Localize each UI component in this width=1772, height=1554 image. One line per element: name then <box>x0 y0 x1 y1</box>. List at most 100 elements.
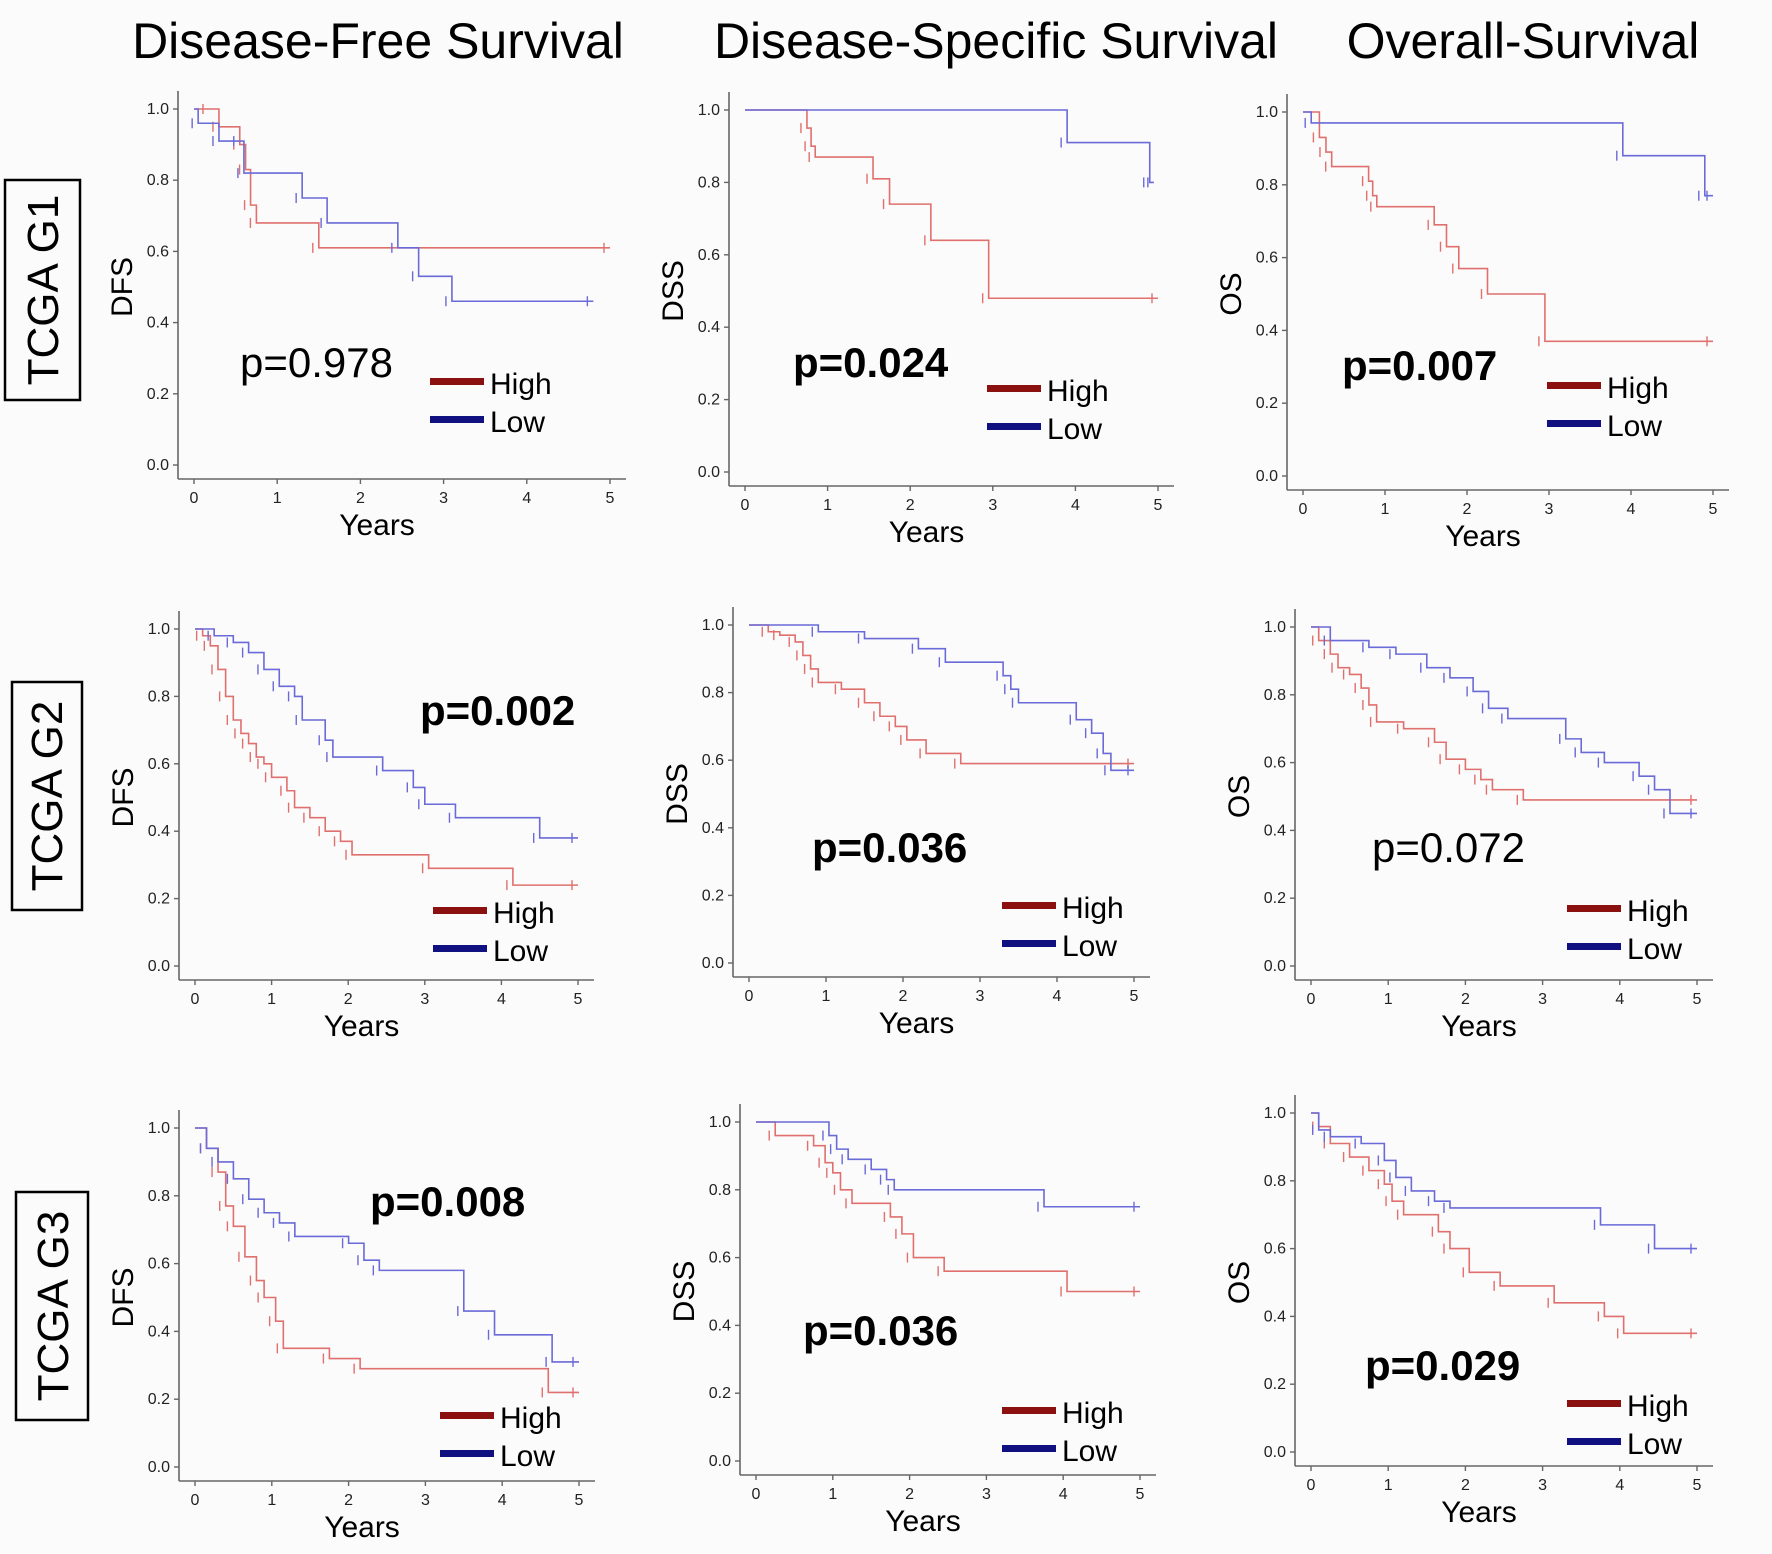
row-label-text-g2: TCGA G2 <box>23 701 72 892</box>
y-tick-label: 0.0 <box>1264 1444 1286 1461</box>
x-tick-label: 0 <box>190 490 199 507</box>
x-axis-title: Years <box>339 509 415 542</box>
km-panel: 0.0 0.2 0.4 0.6 0.8 1.0 0 1 2 3 4 5 Years DFS p=0.002 H… <box>107 611 594 1043</box>
y-tick-label: 1.0 <box>148 1120 170 1137</box>
y-tick-label: 1.0 <box>709 1114 731 1131</box>
x-tick-label: 0 <box>741 497 750 514</box>
legend: High Low <box>433 897 555 968</box>
legend-swatch-low <box>987 423 1041 430</box>
y-tick-label: 0.6 <box>709 1250 731 1267</box>
x-tick-label: 1 <box>273 490 282 507</box>
legend-swatch-low <box>1547 420 1601 427</box>
x-tick-label: 0 <box>191 991 200 1008</box>
legend-swatch-low <box>433 945 487 952</box>
y-tick-label: 0.0 <box>698 464 720 481</box>
x-tick-label: 5 <box>1136 1486 1145 1503</box>
legend-label-low: Low <box>1062 930 1117 963</box>
x-axis-title: Years <box>324 1010 400 1043</box>
y-tick-label: 1.0 <box>1264 619 1286 636</box>
legend-swatch-low <box>1002 940 1056 947</box>
legend-label-high: High <box>500 1402 562 1435</box>
y-tick-label: 0.2 <box>1256 395 1278 412</box>
column-title-dfs: Disease-Free Survival <box>132 13 624 69</box>
y-tick-label: 0.0 <box>709 1453 731 1470</box>
y-axis-title: OS <box>1223 775 1256 818</box>
x-tick-label: 1 <box>1384 1477 1393 1494</box>
row-label-g2: TCGA G2 <box>10 680 84 912</box>
x-tick-label: 3 <box>1538 991 1547 1008</box>
y-tick-label: 0.4 <box>147 315 169 332</box>
y-tick-label: 0.4 <box>1264 822 1286 839</box>
y-tick-label: 0.8 <box>1256 177 1278 194</box>
y-axis-title: DFS <box>107 768 140 828</box>
x-tick-label: 4 <box>1053 988 1062 1005</box>
column-title-os: Overall-Survival <box>1347 13 1700 69</box>
survival-curve-high <box>749 624 1134 765</box>
x-tick-label: 5 <box>1693 991 1702 1008</box>
x-tick-label: 1 <box>1381 501 1390 518</box>
y-tick-label: 1.0 <box>702 617 724 634</box>
y-tick-label: 1.0 <box>1256 104 1278 121</box>
y-axis-title: DSS <box>657 260 690 322</box>
x-tick-label: 2 <box>899 988 908 1005</box>
y-tick-label: 0.0 <box>148 958 170 975</box>
x-tick-label: 3 <box>976 988 985 1005</box>
x-tick-label: 4 <box>522 490 531 507</box>
x-tick-label: 3 <box>1538 1477 1547 1494</box>
survival-curve-low <box>756 1121 1140 1208</box>
y-axis-title: DSS <box>668 1261 701 1323</box>
x-axis-title: Years <box>889 516 965 549</box>
x-tick-label: 2 <box>1463 501 1472 518</box>
survival-curve-low <box>749 624 1134 772</box>
x-tick-label: 5 <box>1154 497 1163 514</box>
km-panel: 0.0 0.2 0.4 0.6 0.8 1.0 0 1 2 3 4 5 Years OS p=0.007 Hi… <box>1215 94 1729 553</box>
y-tick-label: 0.0 <box>148 1459 170 1476</box>
x-tick-label: 1 <box>828 1486 837 1503</box>
p-value-label: p=0.036 <box>812 824 967 871</box>
y-tick-label: 0.2 <box>1264 890 1286 907</box>
y-tick-label: 0.2 <box>1264 1376 1286 1393</box>
legend-label-low: Low <box>493 935 548 968</box>
y-tick-label: 0.2 <box>702 887 724 904</box>
x-tick-label: 4 <box>1615 1477 1624 1494</box>
x-tick-label: 4 <box>498 1492 507 1509</box>
column-title-dss: Disease-Specific Survival <box>714 13 1278 69</box>
y-tick-label: 1.0 <box>148 621 170 638</box>
legend: High Low <box>1547 372 1669 443</box>
legend-swatch-high <box>1002 1407 1056 1414</box>
y-tick-label: 0.0 <box>702 955 724 972</box>
legend-label-low: Low <box>1627 933 1682 966</box>
x-axis-title: Years <box>885 1505 961 1538</box>
legend-label-high: High <box>1047 375 1109 408</box>
y-tick-label: 0.6 <box>1264 1241 1286 1258</box>
y-tick-label: 0.6 <box>148 756 170 773</box>
x-tick-label: 2 <box>356 490 365 507</box>
y-axis-title: OS <box>1223 1261 1256 1304</box>
y-tick-label: 0.6 <box>147 243 169 260</box>
km-panel: 0.0 0.2 0.4 0.6 0.8 1.0 0 1 2 3 4 5 Years DFS p=0.008 H… <box>107 1110 595 1544</box>
y-tick-label: 0.4 <box>148 1323 170 1340</box>
km-panel: 0.0 0.2 0.4 0.6 0.8 1.0 0 1 2 3 4 5 Years DSS p=0.036 H… <box>661 607 1150 1040</box>
x-tick-label: 5 <box>575 1492 584 1509</box>
legend-label-high: High <box>493 897 555 930</box>
x-tick-label: 1 <box>267 991 276 1008</box>
x-tick-label: 2 <box>906 497 915 514</box>
y-tick-label: 0.2 <box>709 1385 731 1402</box>
legend: High Low <box>1002 1397 1124 1468</box>
row-label-box-g2 <box>10 680 84 912</box>
survival-curve-low <box>195 628 578 839</box>
x-axis-title: Years <box>1441 1496 1517 1529</box>
survival-curve-low <box>1311 626 1697 815</box>
panels: 0.0 0.2 0.4 0.6 0.8 1.0 0 1 2 3 4 5 Years DFS p=0.978 H… <box>106 91 1729 1544</box>
x-tick-label: 2 <box>905 1486 914 1503</box>
p-value-label: p=0.008 <box>370 1178 525 1225</box>
legend-label-high: High <box>1607 372 1669 405</box>
y-tick-label: 0.8 <box>709 1182 731 1199</box>
y-tick-label: 0.4 <box>709 1317 731 1334</box>
y-tick-label: 0.6 <box>148 1256 170 1273</box>
legend-swatch-high <box>1547 382 1601 389</box>
x-tick-label: 4 <box>1615 991 1624 1008</box>
y-axis-title: DFS <box>106 257 139 317</box>
y-tick-label: 0.4 <box>1256 322 1278 339</box>
legend-swatch-high <box>433 907 487 914</box>
